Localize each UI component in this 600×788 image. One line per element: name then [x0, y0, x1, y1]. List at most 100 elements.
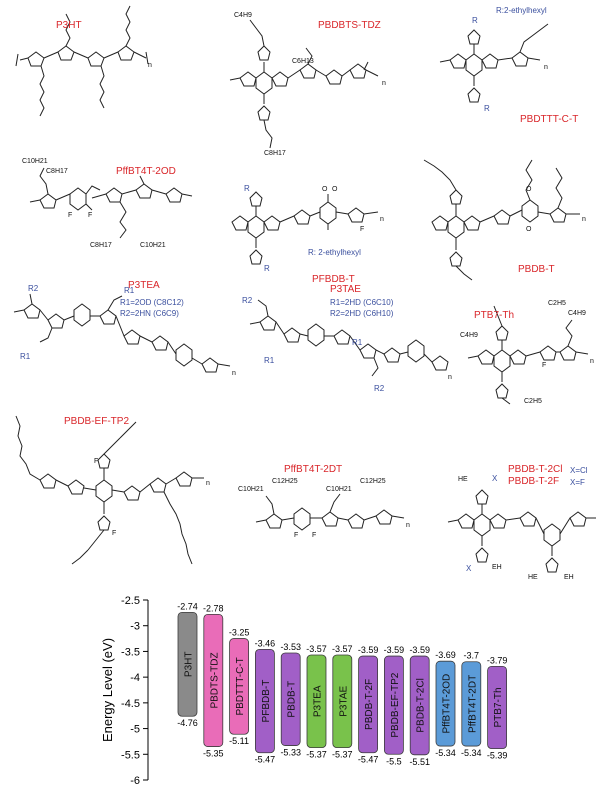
repeat-n-label: n [590, 358, 594, 365]
r1-label: R1 [124, 286, 135, 295]
lumo-value-label: -3.57 [306, 644, 327, 654]
pbdb-t-structure [423, 159, 580, 281]
energy-bar [487, 665, 508, 750]
repeat-n-label: n [582, 216, 586, 223]
r-group-note: R: 2-ethylhexyl [308, 248, 361, 257]
y-tick-label: -2.5 [121, 595, 140, 607]
side-chain-label: EH [564, 574, 574, 581]
repeat-n-label: n [448, 374, 452, 381]
r-label: R [244, 184, 250, 193]
oxygen-label: O [526, 186, 532, 193]
r1-label: R1 [20, 352, 31, 361]
substituent-label: C8H17 [90, 242, 112, 249]
energy-bar [383, 655, 404, 755]
homo-value-label: -5.47 [255, 755, 276, 765]
y-tick-label: -6 [130, 775, 140, 787]
molecule-pffbt4t-2od: PffBT4T-2OD C10H21 C8H17 C8H17 C10H21 F … [0, 150, 200, 260]
energy-level-chart: -2.5 -3 -3.5 -4 -4.5 -5 -5.5 -6 Energy Level (eV… [100, 595, 508, 787]
molecule-pbdttt-c-t: R:2-ethylhexyl PBDTTT-C-T R R n [420, 0, 600, 140]
homo-value-label: -5.34 [435, 748, 456, 758]
molecule-pfbdb-t: PFBDB-T R: 2-ethylhexyl R R O O F n [210, 160, 420, 290]
fluorine-label: F [360, 226, 365, 233]
lumo-value-label: -3.69 [435, 650, 456, 660]
homo-value-label: -5.51 [409, 757, 430, 767]
homo-value-label: -5.34 [461, 748, 482, 758]
substituent-label: C2H5 [548, 300, 566, 307]
energy-bar [461, 661, 482, 747]
y-tick-label: -4.5 [121, 698, 140, 710]
substituent-label: C8H17 [46, 168, 68, 175]
side-chain-note: R2=2HN (C6C9) [120, 309, 179, 318]
fluorine-label: F [94, 458, 99, 465]
energy-bar [332, 654, 353, 748]
r-label: R [264, 264, 270, 273]
r1-label: R1 [264, 356, 275, 365]
bar-category-label: PBDTTT-C-T [235, 657, 246, 715]
bar-category-label: PTB7-Th [493, 687, 504, 727]
substituent-label: C4H9 [234, 12, 252, 19]
substituent-label: C10H21 [326, 486, 352, 493]
substituent-label: C4H9 [568, 310, 586, 317]
r-group-note: R:2-ethylhexyl [496, 6, 547, 15]
fluorine-label: F [294, 532, 299, 539]
lumo-value-label: -3.7 [464, 651, 480, 661]
molecule-pbdbts-tdz: PBDBTS-TDZ C4H9 C6H13 C8H17 n [200, 0, 410, 160]
molecule-name: PBDB-T [518, 264, 555, 275]
fluorine-label: F [312, 532, 317, 539]
x-label: X [466, 564, 472, 573]
lumo-value-label: -3.59 [384, 645, 405, 655]
r2-label: R2 [374, 384, 385, 393]
molecule-p3tae: P3TAE R1=2HD (C6C10) R2=2HD (C6H10) R2 R… [236, 280, 456, 400]
lumo-value-label: -3.59 [358, 645, 379, 655]
repeat-n-label: n [382, 80, 386, 87]
molecule-name-alt: PBDB-T-2F [508, 476, 560, 487]
lumo-value-label: -3.57 [332, 644, 353, 654]
energy-bar [409, 655, 430, 756]
homo-value-label: -5.39 [487, 751, 508, 761]
p3ht-structure [15, 5, 149, 117]
repeat-n-label: n [232, 370, 236, 377]
pfbdb-t-structure [231, 191, 379, 265]
energy-bar [203, 613, 224, 747]
bar-category-label: P3HT [184, 652, 195, 678]
molecule-name: PffBT4T-2OD [116, 166, 176, 177]
p3tea-structure [13, 293, 231, 373]
homo-value-label: -5.33 [280, 748, 301, 758]
side-chain-label: HE [458, 476, 468, 483]
halogen-note: X=Cl [570, 466, 588, 475]
energy-bar [229, 638, 250, 735]
substituent-label: C10H21 [22, 158, 48, 165]
energy-bar [280, 652, 301, 746]
side-chain-note: R2=2HD (C6H10) [330, 309, 394, 318]
oxygen-label: O [332, 186, 338, 193]
bar-category-label: P3TAE [338, 686, 349, 717]
molecule-pffbt4t-2dt: PffBT4T-2DT C10H21 C12H25 C10H21 C12H25 … [230, 460, 430, 570]
y-tick-label: -3 [130, 621, 140, 633]
bar-category-label: PBDB-T [287, 681, 298, 718]
repeat-n-label: n [206, 480, 210, 487]
bar-category-label: P3TEA [313, 685, 324, 717]
lumo-value-label: -3.46 [255, 638, 276, 648]
substituent-label: C2H5 [524, 398, 542, 405]
oxygen-label: O [322, 186, 328, 193]
pffbt4t-2dt-structure [255, 493, 405, 531]
bar-category-label: PBDB-T-2F [364, 679, 375, 730]
lumo-value-label: -2.78 [203, 603, 224, 613]
molecule-pbdb-ef-tp2: PBDB-EF-TP2 F F n [0, 400, 230, 590]
pbdttt-c-t-structure [439, 23, 549, 103]
energy-bar [358, 655, 379, 754]
homo-value-label: -5.47 [358, 755, 379, 765]
lumo-value-label: -3.79 [487, 655, 508, 665]
r2-label: R2 [28, 284, 39, 293]
pbdb-t-2cl-structure [447, 489, 596, 573]
side-chain-note: R1=2HD (C6C10) [330, 298, 394, 307]
energy-bar [435, 660, 456, 747]
pffbt4t-2od-structure [29, 167, 193, 239]
homo-value-label: -4.76 [177, 718, 198, 728]
fluorine-label: F [112, 530, 117, 537]
bar-category-label: PBDB-EF-TP2 [390, 672, 401, 737]
y-tick-label: -5.5 [121, 749, 140, 761]
molecule-p3ht: P3HT n [0, 0, 200, 140]
molecule-p3tea: P3TEA R1=2OD (C8C12) R2=2HN (C6C9) R2 R1… [0, 280, 240, 400]
molecule-pbdb-t: PBDB-T O O n [410, 140, 600, 290]
